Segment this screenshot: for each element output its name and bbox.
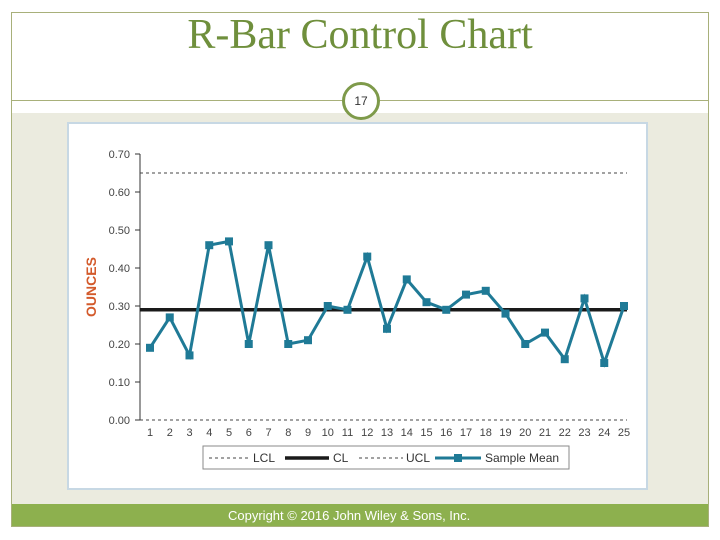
sample-mean-point <box>462 290 470 299</box>
sample-mean-point <box>442 305 451 314</box>
sample-mean-point <box>304 336 312 345</box>
x-tick-label: 22 <box>559 427 571 439</box>
x-tick-label: 2 <box>167 427 173 439</box>
sample-mean-point <box>146 343 154 352</box>
x-tick-label: 19 <box>499 427 511 439</box>
x-tick-label: 12 <box>361 427 373 439</box>
x-axis: 1 2 3 4 5 6 7 8 9 10 11 12 13 14 15 16 17 18 19 20 21 22 23 24 2… <box>147 427 630 439</box>
page-number: 17 <box>354 94 368 108</box>
footer-bar <box>12 504 708 526</box>
sample-mean-point <box>323 302 332 310</box>
y-tick-label: 0.20 <box>109 339 130 351</box>
legend-cl-label: CL <box>333 451 349 465</box>
x-tick-label: 5 <box>226 427 232 439</box>
x-tick-label: 3 <box>186 427 192 439</box>
x-tick-label: 15 <box>420 427 432 439</box>
legend-ucl-label: UCL <box>406 451 430 465</box>
y-axis-label: OUNCES <box>83 257 99 317</box>
x-tick-label: 13 <box>381 427 393 439</box>
x-tick-label: 7 <box>265 427 271 439</box>
sample-mean-point <box>165 313 174 322</box>
control-limit-lines <box>140 172 627 421</box>
sample-mean-point <box>422 298 431 307</box>
sample-mean-point <box>284 340 293 348</box>
x-tick-label: 21 <box>539 427 551 439</box>
y-axis: 0.00 0.10 0.20 0.30 0.40 0.50 0.60 0.70 <box>109 149 141 427</box>
sample-mean-point <box>402 275 411 284</box>
sample-mean-point <box>225 237 233 246</box>
x-tick-label: 1 <box>147 427 153 439</box>
sample-mean-point <box>185 351 194 360</box>
x-tick-label: 4 <box>206 427 212 439</box>
y-tick-label: 0.40 <box>109 263 130 275</box>
sample-mean-point <box>343 305 352 314</box>
sample-mean-point <box>363 252 372 261</box>
sample-mean-point <box>244 340 253 348</box>
x-tick-label: 9 <box>305 427 311 439</box>
x-tick-label: 10 <box>322 427 334 439</box>
sample-mean-point <box>383 324 391 333</box>
x-tick-label: 14 <box>401 427 413 439</box>
sample-mean-point <box>620 302 628 310</box>
x-tick-label: 20 <box>519 427 531 439</box>
x-tick-label: 17 <box>460 427 472 439</box>
x-tick-label: 23 <box>578 427 590 439</box>
sample-mean-point <box>481 286 490 295</box>
sample-mean-point <box>580 294 589 303</box>
legend-lcl-label: LCL <box>253 451 275 465</box>
sample-mean-point <box>521 340 530 348</box>
x-tick-label: 25 <box>618 427 630 439</box>
x-tick-label: 16 <box>440 427 452 439</box>
sample-mean-point <box>600 359 609 367</box>
sample-mean-point <box>560 355 569 364</box>
y-tick-label: 0.60 <box>109 187 130 199</box>
legend-sample-mean-marker <box>454 454 462 462</box>
sample-mean-point <box>501 309 510 318</box>
copyright-text: Copyright © 2016 John Wiley & Sons, Inc. <box>228 508 471 523</box>
y-tick-label: 0.00 <box>109 415 130 427</box>
sample-mean-point <box>264 241 273 250</box>
x-tick-label: 18 <box>480 427 492 439</box>
sample-mean-point <box>541 328 549 337</box>
page-number-badge: 17 <box>342 82 380 120</box>
x-tick-label: 8 <box>285 427 291 439</box>
x-tick-label: 24 <box>598 427 610 439</box>
plot-background <box>140 154 627 420</box>
plot-area <box>140 154 627 420</box>
y-tick-label: 0.50 <box>109 225 130 237</box>
slide-title: R-Bar Control Chart <box>187 12 533 58</box>
legend-sample-mean-label: Sample Mean <box>485 451 559 465</box>
x-tick-label: 11 <box>342 427 353 439</box>
y-tick-label: 0.70 <box>109 149 130 161</box>
sample-mean-series <box>146 237 628 368</box>
x-tick-label: 6 <box>246 427 252 439</box>
sample-mean-point <box>205 241 214 250</box>
y-tick-label: 0.30 <box>109 301 130 313</box>
legend: LCL CL UCL Sample Mean <box>202 445 570 470</box>
y-tick-label: 0.10 <box>109 377 130 389</box>
